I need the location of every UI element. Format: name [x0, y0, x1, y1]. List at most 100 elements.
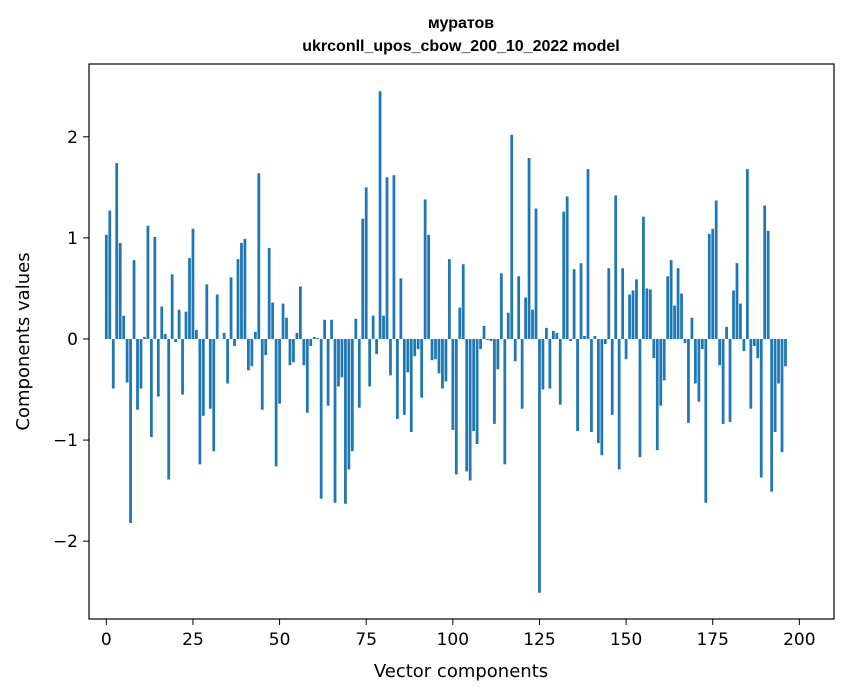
- bar-182: [735, 263, 739, 339]
- ticks-group: 0 25 50 75 100 125 150 175 200 −2 −1 0 1 2: [53, 128, 816, 650]
- bar-44: [257, 173, 261, 339]
- bar-195: [780, 338, 784, 453]
- bar-40: [243, 238, 247, 339]
- bar-61: [316, 337, 320, 339]
- bar-50: [278, 338, 281, 404]
- bar-87: [406, 338, 410, 373]
- bar-141: [593, 335, 597, 339]
- bar-4: [118, 242, 122, 339]
- x-axis-label: Vector components: [374, 661, 548, 682]
- bar-16: [160, 306, 164, 339]
- bar-106: [472, 338, 476, 431]
- bar-18: [167, 338, 171, 480]
- bar-69: [344, 338, 347, 504]
- bar-98: [444, 338, 448, 382]
- bar-29: [205, 284, 209, 339]
- bar-54: [292, 338, 295, 363]
- bar-137: [579, 263, 583, 339]
- bar-127: [545, 327, 548, 339]
- bar-36: [229, 277, 233, 339]
- bar-56: [298, 286, 302, 339]
- bar-159: [655, 338, 659, 451]
- bar-82: [389, 338, 392, 376]
- bar-23: [184, 311, 188, 339]
- bar-49: [274, 338, 278, 467]
- bar-38: [236, 259, 240, 339]
- bar-8: [132, 260, 136, 339]
- bar-108: [479, 338, 482, 350]
- bar-114: [499, 273, 503, 339]
- bar-103: [461, 264, 465, 339]
- bar-6: [125, 338, 129, 383]
- bar-90: [416, 338, 420, 350]
- bar-39: [240, 242, 243, 339]
- bar-30: [208, 338, 212, 409]
- bar-169: [690, 317, 694, 339]
- bar-73: [357, 338, 361, 408]
- bar-126: [541, 338, 545, 390]
- y-axis-label: Components values: [13, 252, 34, 430]
- bar-19: [170, 274, 174, 339]
- bar-89: [413, 338, 417, 357]
- bar-96: [437, 338, 441, 374]
- bar-157: [648, 289, 652, 339]
- y-tick-label-2: 2: [67, 128, 78, 148]
- bar-190: [763, 205, 767, 339]
- bar-13: [149, 338, 153, 438]
- bar-34: [222, 332, 226, 339]
- bar-151: [628, 294, 631, 339]
- bar-135: [572, 269, 576, 339]
- bar-107: [475, 338, 479, 445]
- bar-164: [673, 305, 676, 339]
- bar-163: [669, 260, 673, 339]
- bar-187: [752, 338, 756, 347]
- bar-162: [666, 276, 670, 339]
- bar-116: [506, 312, 510, 339]
- x-tick-label-50: 50: [269, 630, 291, 650]
- y-tick-label-1: 1: [67, 229, 78, 249]
- bar-180: [728, 338, 732, 422]
- bar-183: [739, 303, 742, 339]
- bar-152: [631, 290, 635, 339]
- bar-42: [250, 338, 254, 367]
- bar-71: [350, 338, 354, 452]
- bar-93: [427, 234, 430, 339]
- bar-10: [139, 338, 143, 389]
- bar-130: [555, 332, 559, 339]
- bar-45: [260, 338, 264, 410]
- bar-110: [486, 338, 489, 340]
- bar-165: [676, 268, 680, 339]
- bar-192: [770, 338, 774, 492]
- bar-47: [267, 247, 271, 339]
- bar-128: [548, 338, 552, 389]
- bar-2: [111, 338, 115, 389]
- bar-156: [645, 288, 649, 339]
- bar-66: [333, 338, 337, 503]
- bar-11: [143, 336, 146, 339]
- bar-83: [392, 175, 396, 339]
- bar-133: [565, 196, 569, 339]
- bar-70: [347, 338, 351, 470]
- bar-65: [330, 319, 333, 339]
- bar-0: [104, 234, 108, 339]
- bar-32: [215, 294, 219, 339]
- bar-144: [603, 338, 607, 345]
- bar-173: [704, 338, 708, 503]
- bar-161: [662, 338, 666, 381]
- bar-24: [188, 258, 191, 339]
- bar-158: [652, 338, 656, 359]
- bar-3: [115, 163, 119, 339]
- bar-81: [385, 177, 389, 339]
- bar-142: [596, 338, 600, 444]
- bar-88: [409, 338, 413, 432]
- y-tick-label--2: −2: [53, 532, 78, 552]
- bar-177: [718, 338, 722, 366]
- bar-188: [756, 338, 760, 359]
- bar-97: [441, 338, 444, 389]
- chart-title: муратов: [428, 15, 494, 32]
- bar-105: [468, 338, 472, 481]
- bar-147: [614, 195, 618, 339]
- bar-179: [725, 326, 728, 339]
- bar-77: [371, 315, 375, 339]
